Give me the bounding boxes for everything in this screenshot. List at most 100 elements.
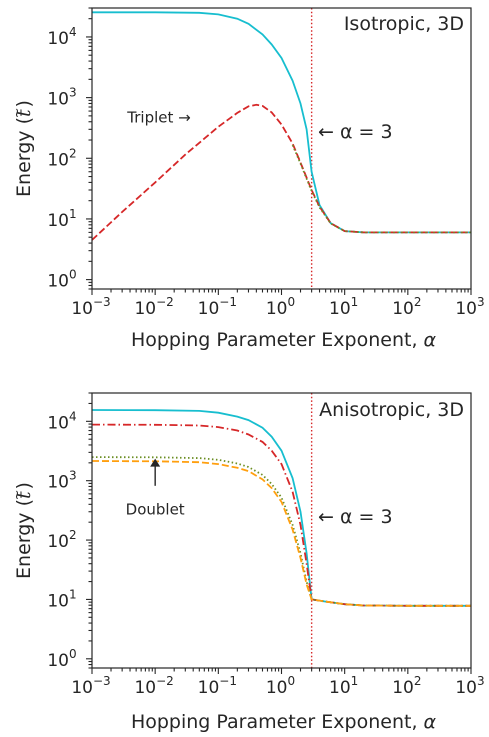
alpha-3-annotation: ← α = 3 xyxy=(318,506,393,528)
y-tick-exponent: 2 xyxy=(69,528,77,542)
y-tick-base: 10 xyxy=(47,29,69,49)
x-tick-label: 100 xyxy=(266,295,295,319)
y-tick-label: 100 xyxy=(47,268,76,292)
y-tick-exponent: 0 xyxy=(69,268,77,282)
y-tick-base: 10 xyxy=(47,90,69,110)
x-tick-label: 102 xyxy=(392,674,421,698)
x-tick-label: 10−1 xyxy=(198,295,237,319)
y-axis-label-text: Energy ( xyxy=(13,499,35,579)
alpha-3-annotation: ← α = 3 xyxy=(318,121,393,143)
y-tick-base: 10 xyxy=(47,272,69,292)
y-axis-label-symbol: t xyxy=(13,109,35,117)
y-axis-label: Energy (t~) xyxy=(10,482,35,579)
x-tick-exponent: −1 xyxy=(219,674,237,688)
x-tick-label: 10−3 xyxy=(71,674,110,698)
x-axis-label: Hopping Parameter Exponent, α xyxy=(131,329,437,351)
x-axis-label-alpha: α xyxy=(424,711,437,733)
series-line-2 xyxy=(92,103,471,241)
y-tick-exponent: 1 xyxy=(69,587,77,601)
y-tick-label: 101 xyxy=(47,587,76,611)
x-tick-base: 10 xyxy=(329,299,351,319)
x-axis-label-text: Hopping Parameter Exponent, xyxy=(131,711,424,733)
y-tick-base: 10 xyxy=(47,651,69,671)
x-tick-label: 10−2 xyxy=(134,674,173,698)
y-tick-exponent: 3 xyxy=(69,86,77,100)
plot-frame xyxy=(91,392,472,669)
y-tick-label: 104 xyxy=(47,25,76,49)
x-tick-base: 10 xyxy=(455,678,477,698)
x-tick-exponent: 0 xyxy=(288,674,296,688)
x-tick-base: 10 xyxy=(198,299,220,319)
y-tick-label: 102 xyxy=(47,528,76,552)
x-tick-label: 103 xyxy=(455,674,484,698)
x-tick-exponent: −3 xyxy=(93,674,111,688)
y-tick-exponent: 4 xyxy=(69,409,77,423)
doublet-arrow-head xyxy=(150,458,161,467)
y-tick-label: 103 xyxy=(47,86,76,110)
panel-title: Anisotropic, 3D xyxy=(319,399,464,421)
y-tick-base: 10 xyxy=(47,473,69,493)
plot-frame xyxy=(91,7,472,290)
y-tick-base: 10 xyxy=(47,211,69,231)
y-tick-base: 10 xyxy=(47,150,69,170)
y-tick-exponent: 1 xyxy=(69,207,77,221)
series-line-4 xyxy=(92,460,471,607)
x-tick-exponent: 0 xyxy=(288,295,296,309)
x-tick-base: 10 xyxy=(71,299,93,319)
y-axis-label-close: ) xyxy=(13,482,35,489)
x-tick-exponent: 3 xyxy=(477,674,485,688)
y-tick-label: 100 xyxy=(47,647,76,671)
x-tick-label: 100 xyxy=(266,674,295,698)
x-tick-label: 10−2 xyxy=(134,295,173,319)
x-tick-label: 101 xyxy=(329,674,358,698)
y-tick-exponent: 3 xyxy=(69,469,77,483)
x-tick-exponent: −1 xyxy=(219,295,237,309)
series-line-3 xyxy=(291,144,471,234)
y-tick-exponent: 4 xyxy=(69,25,77,39)
x-tick-base: 10 xyxy=(198,678,220,698)
x-axis-label: Hopping Parameter Exponent, α xyxy=(131,711,437,733)
x-tick-base: 10 xyxy=(392,299,414,319)
x-tick-base: 10 xyxy=(329,678,351,698)
y-axis-label-tilde: ~ xyxy=(10,107,25,118)
y-axis-label-symbol: t xyxy=(13,491,35,499)
x-tick-exponent: 2 xyxy=(414,295,422,309)
x-tick-label: 102 xyxy=(392,295,421,319)
x-tick-label: 10−1 xyxy=(198,674,237,698)
x-tick-label: 103 xyxy=(455,295,484,319)
y-axis-label-tilde: ~ xyxy=(10,489,25,500)
y-tick-label: 102 xyxy=(47,146,76,170)
y-tick-label: 103 xyxy=(47,469,76,493)
x-tick-base: 10 xyxy=(392,678,414,698)
y-tick-label: 101 xyxy=(47,207,76,231)
y-tick-base: 10 xyxy=(47,413,69,433)
x-tick-base: 10 xyxy=(455,299,477,319)
x-tick-exponent: −3 xyxy=(93,295,111,309)
panel-title: Isotropic, 3D xyxy=(344,13,464,35)
y-tick-label: 104 xyxy=(47,409,76,433)
y-axis-label-close: ) xyxy=(13,100,35,107)
x-axis-label-text: Hopping Parameter Exponent, xyxy=(131,329,424,351)
x-tick-label: 10−3 xyxy=(71,295,110,319)
x-tick-exponent: −2 xyxy=(156,295,174,309)
x-tick-exponent: 1 xyxy=(351,295,359,309)
y-tick-exponent: 0 xyxy=(69,647,77,661)
x-tick-base: 10 xyxy=(134,678,156,698)
y-axis-label-text: Energy ( xyxy=(13,117,35,197)
x-tick-base: 10 xyxy=(71,678,93,698)
x-tick-base: 10 xyxy=(266,299,288,319)
x-axis-label-alpha: α xyxy=(424,329,437,351)
x-tick-exponent: 1 xyxy=(351,674,359,688)
x-tick-exponent: −2 xyxy=(156,674,174,688)
y-tick-exponent: 2 xyxy=(69,146,77,160)
y-tick-base: 10 xyxy=(47,532,69,552)
doublet-annotation: Doublet xyxy=(126,500,185,518)
x-tick-label: 101 xyxy=(329,295,358,319)
x-tick-exponent: 3 xyxy=(477,295,485,309)
y-axis-label: Energy (t~) xyxy=(10,100,35,197)
x-tick-base: 10 xyxy=(266,678,288,698)
series-line-3 xyxy=(92,456,471,607)
